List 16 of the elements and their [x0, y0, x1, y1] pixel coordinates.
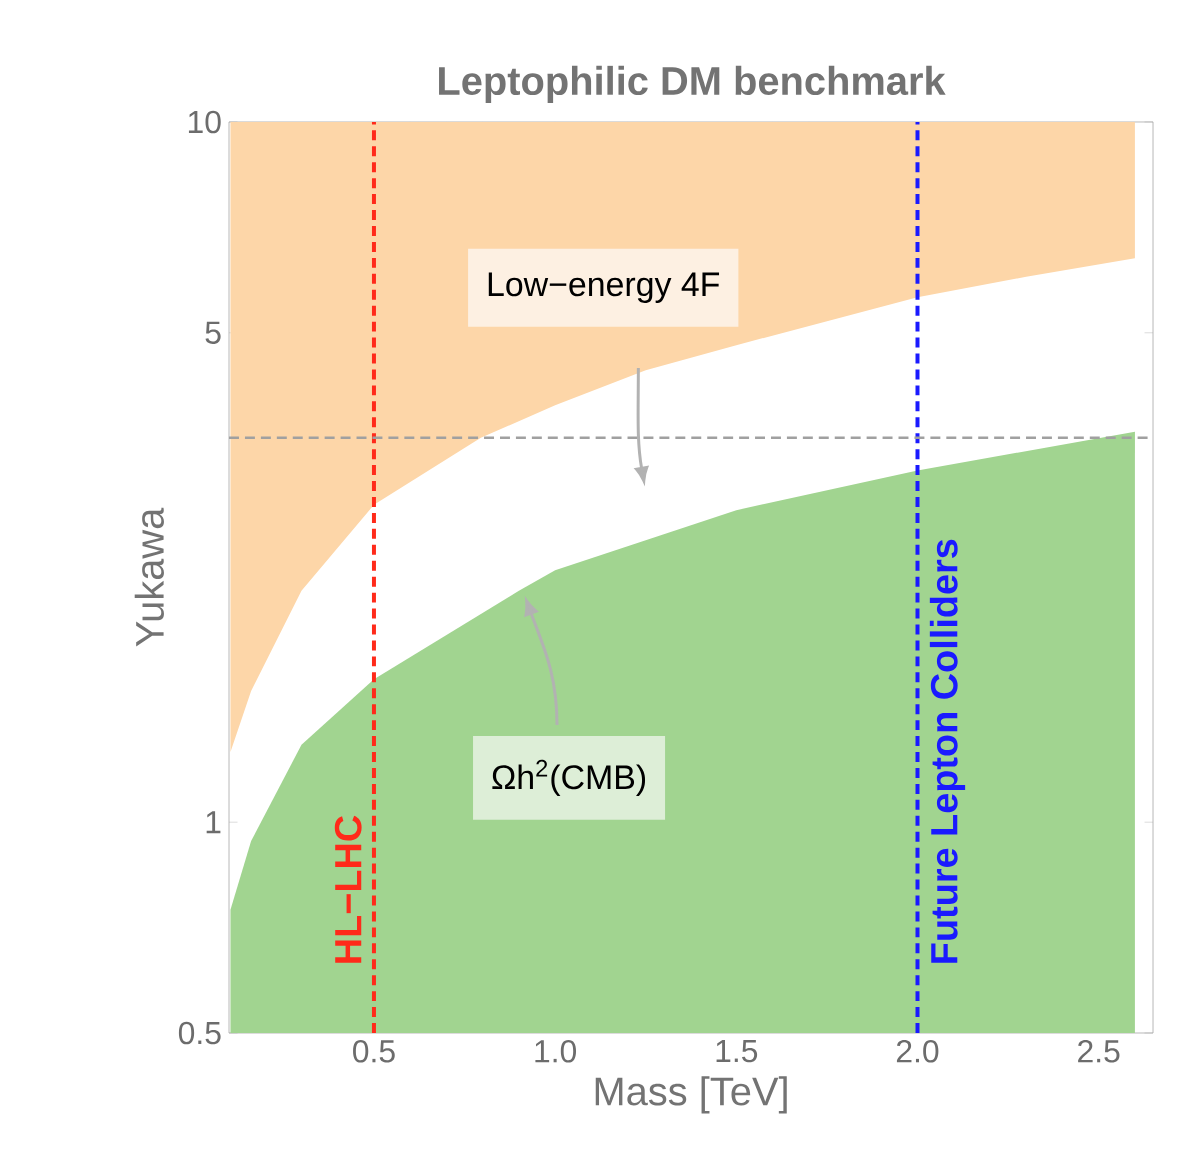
chart-title: Leptophilic DM benchmark: [439, 65, 946, 103]
y-axis-title: Yukawa: [134, 507, 164, 647]
ref-line-label: Future Lepton Colliders: [929, 539, 966, 963]
x-tick-label: 2.0: [896, 1040, 939, 1063]
annotation: Low−energy 4F: [488, 272, 720, 303]
x-tick-label: 1.5: [716, 1040, 758, 1063]
x-tick-label: 1.0: [535, 1040, 577, 1063]
x-axis-title: Mass [TeV]: [595, 1076, 787, 1114]
annotation: Ωh$^{2}$(CMB): [492, 759, 646, 796]
x-tick-label: 0.5: [353, 1040, 395, 1063]
y-tick-label: 0.5: [178, 1021, 221, 1045]
x-tick-label: 2.5: [1078, 1040, 1120, 1063]
ref-line-label: HL−LHC: [334, 815, 362, 963]
y-tick-label: 1: [206, 811, 221, 834]
y-tick-label: 5: [205, 321, 221, 344]
y-tick-label: 10: [188, 110, 221, 134]
